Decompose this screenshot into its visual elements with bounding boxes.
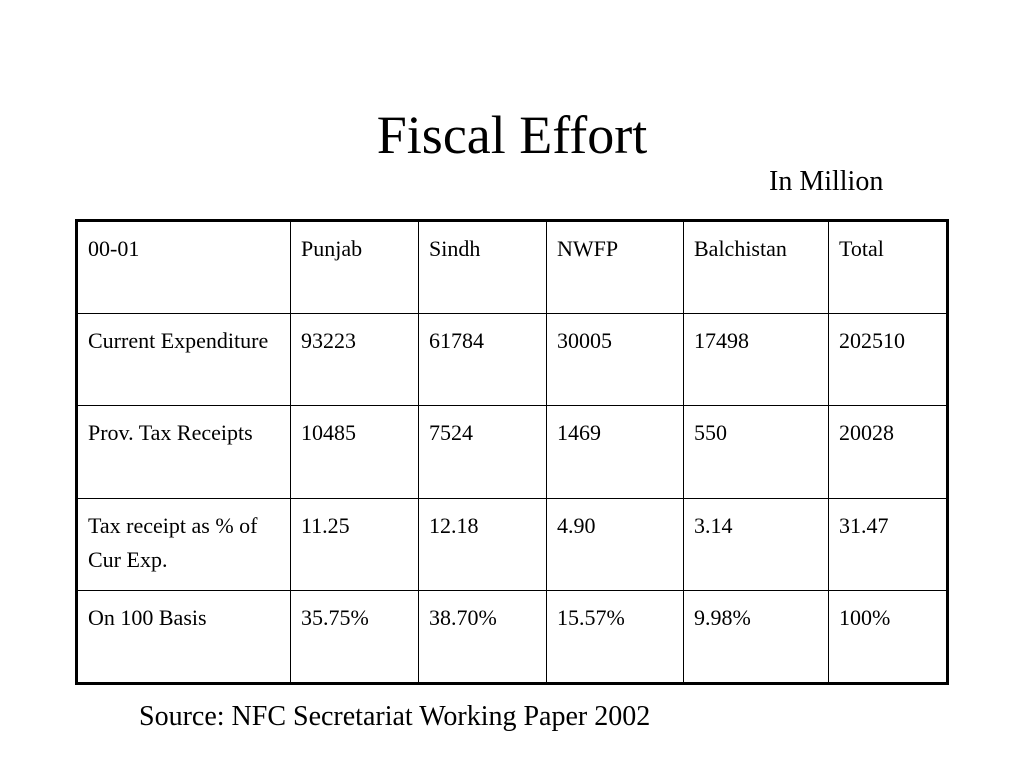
table-cell: 10485: [290, 405, 419, 499]
row-label: Current Expenditure: [76, 312, 291, 407]
header-cell-year: 00-01: [76, 220, 291, 314]
table-cell: 20028: [828, 405, 948, 499]
table-cell: 30005: [546, 312, 684, 407]
table-cell: 9.98%: [683, 590, 829, 684]
header-cell-sindh: Sindh: [418, 220, 547, 314]
table-cell: 31.47: [828, 497, 948, 592]
table-row: Tax receipt as % of Cur Exp. 11.25 12.18…: [76, 497, 948, 592]
header-cell-punjab: Punjab: [290, 220, 419, 314]
table-cell: 550: [683, 405, 829, 499]
table-header-row: 00-01 Punjab Sindh NWFP Balchistan Total: [76, 220, 948, 314]
header-cell-balchistan: Balchistan: [683, 220, 829, 314]
table-cell: 3.14: [683, 497, 829, 592]
source-note: Source: NFC Secretariat Working Paper 20…: [139, 701, 651, 732]
table-cell: 38.70%: [418, 590, 547, 684]
table-cell: 17498: [683, 312, 829, 407]
table-row: On 100 Basis 35.75% 38.70% 15.57% 9.98% …: [76, 590, 948, 684]
slide-title: Fiscal Effort: [376, 105, 648, 165]
header-cell-total: Total: [828, 220, 948, 314]
fiscal-effort-table: 00-01 Punjab Sindh NWFP Balchistan Total…: [75, 219, 949, 685]
table-row: Current Expenditure 93223 61784 30005 17…: [76, 312, 948, 407]
table-cell: 93223: [290, 312, 419, 407]
table-row: Prov. Tax Receipts 10485 7524 1469 550 2…: [76, 405, 948, 499]
row-label: On 100 Basis: [76, 590, 291, 684]
table-cell: 12.18: [418, 497, 547, 592]
table-cell: 7524: [418, 405, 547, 499]
table-cell: 1469: [546, 405, 684, 499]
table-cell: 202510: [828, 312, 948, 407]
table-cell: 15.57%: [546, 590, 684, 684]
table-cell: 100%: [828, 590, 948, 684]
row-label: Tax receipt as % of Cur Exp.: [76, 497, 291, 592]
table-cell: 11.25: [290, 497, 419, 592]
header-cell-nwfp: NWFP: [546, 220, 684, 314]
row-label: Prov. Tax Receipts: [76, 405, 291, 499]
table-cell: 4.90: [546, 497, 684, 592]
table-cell: 35.75%: [290, 590, 419, 684]
unit-note: In Million: [769, 166, 884, 197]
table-cell: 61784: [418, 312, 547, 407]
